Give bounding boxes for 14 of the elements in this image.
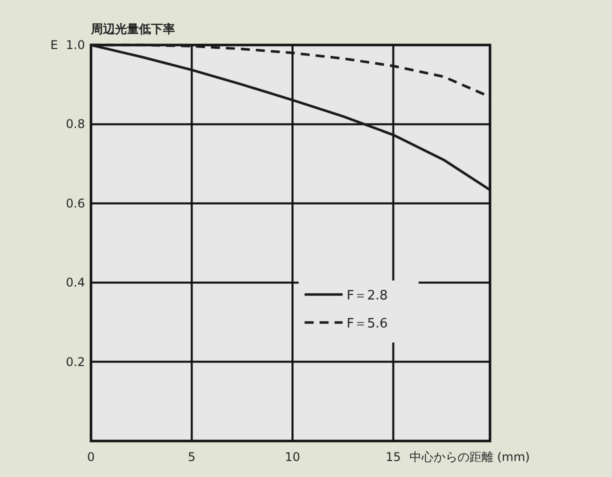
x-tick-label: 5	[188, 450, 196, 464]
y-axis-title: E	[50, 38, 58, 52]
legend-label: F＝2.8	[346, 288, 388, 304]
legend-label: F＝5.6	[346, 316, 388, 332]
y-tick-label: 0.6	[66, 196, 85, 210]
x-tick-label: 10	[284, 450, 300, 464]
x-tick-label: 0	[87, 450, 95, 464]
x-axis-title: 中心からの距離 (mm)	[409, 450, 530, 464]
chart-title: 周辺光量低下率	[90, 22, 175, 36]
y-tick-label: 1.0	[66, 38, 85, 52]
y-tick-label: 0.2	[66, 354, 85, 369]
y-tick-label: 0.4	[66, 276, 85, 290]
y-tick-label: 0.8	[66, 117, 85, 132]
x-tick-label: 15	[386, 450, 401, 464]
